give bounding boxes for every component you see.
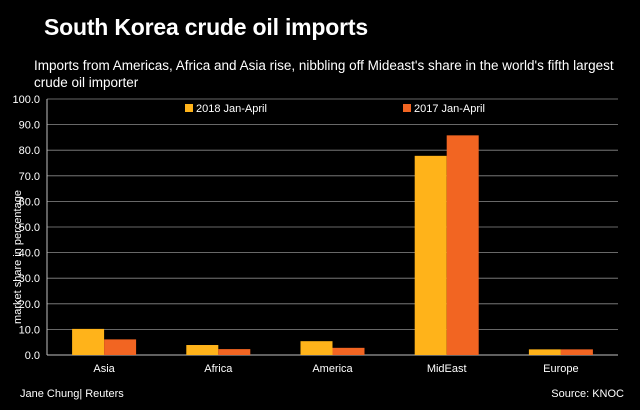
bar-0 [528, 349, 561, 355]
x-tick-label: America [312, 363, 353, 375]
y-tick-label: 40.0 [19, 248, 40, 260]
bar-0 [186, 345, 219, 355]
bar-1 [446, 135, 479, 355]
bar-1 [104, 339, 137, 355]
y-tick-label: 100.0 [12, 94, 40, 106]
y-tick-label: 20.0 [19, 299, 40, 311]
x-tick-label: Africa [204, 363, 233, 375]
bar-0 [414, 155, 447, 355]
legend-swatch-0 [185, 104, 193, 112]
bar-0 [72, 328, 105, 355]
source-text: Source: KNOC [551, 388, 624, 400]
credit-text: Jane Chung| Reuters [20, 388, 124, 400]
x-tick-label: Asia [93, 363, 115, 375]
y-tick-label: 60.0 [19, 196, 40, 208]
y-tick-label: 80.0 [19, 145, 40, 157]
y-tick-label: 0.0 [25, 350, 40, 362]
bar-1 [332, 347, 365, 355]
x-tick-label: Europe [543, 363, 578, 375]
bar-1 [218, 349, 251, 355]
y-tick-label: 50.0 [19, 222, 40, 234]
y-axis-label: market share in percentage [12, 190, 24, 324]
legend-label-1: 2017 Jan-April [414, 103, 485, 115]
chart-title: South Korea crude oil imports [44, 14, 368, 40]
y-tick-label: 90.0 [19, 120, 40, 132]
chart-subtitle: Imports from Americas, Africa and Asia r… [34, 58, 614, 90]
y-tick-label: 30.0 [19, 273, 40, 285]
bar-1 [560, 349, 593, 355]
legend-label-0: 2018 Jan-April [196, 103, 267, 115]
bar-0 [300, 341, 333, 355]
x-tick-label: MidEast [427, 363, 467, 375]
y-tick-label: 70.0 [19, 171, 40, 183]
legend-swatch-1 [403, 104, 411, 112]
y-tick-label: 10.0 [19, 324, 40, 336]
